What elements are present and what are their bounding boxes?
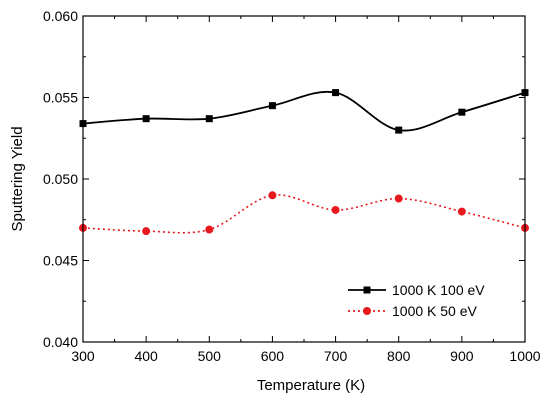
legend-marker-square [363,286,371,294]
x-tick-label: 300 [71,348,95,364]
series-line-1 [82,90,526,132]
y-tick-label: 0.060 [43,8,78,24]
legend-label-1: 1000 K 100 eV [392,282,485,298]
y-axis-title: Sputtering Yield [9,126,26,231]
legend: 1000 K 100 eV 1000 K 50 eV [348,282,485,319]
legend-marker-circle [363,307,371,315]
axes: 300 400 500 600 700 800 900 1000 0.040 0.045 0.050… [43,8,541,364]
data-point-square [268,102,276,110]
x-tick-label: 800 [387,348,411,364]
x-tick-label: 700 [324,348,348,364]
data-point-circle [457,207,466,216]
data-point-circle [142,227,151,236]
data-point-square [395,126,403,134]
x-tick-label: 400 [134,348,158,364]
data-point-circle [394,194,403,203]
data-point-circle [205,225,214,234]
y-tick-label: 0.045 [43,253,78,269]
x-tick-label: 500 [198,348,222,364]
plot-area [79,89,529,236]
data-point-square [205,115,213,123]
y-tick-label: 0.050 [43,171,78,187]
y-tick-label: 0.040 [43,334,78,350]
data-point-square [458,108,466,116]
x-axis-title: Temperature (K) [257,377,365,394]
data-point-square [142,115,150,123]
y-tick-label: 0.055 [43,90,78,106]
x-tick-label: 1000 [509,348,540,364]
data-point-circle [331,205,340,214]
series-line-2 [82,194,526,234]
x-tick-label: 900 [450,348,474,364]
data-point-circle [268,191,277,200]
x-tick-label: 600 [261,348,285,364]
legend-label-2: 1000 K 50 eV [392,303,478,319]
data-point-square [332,89,340,97]
